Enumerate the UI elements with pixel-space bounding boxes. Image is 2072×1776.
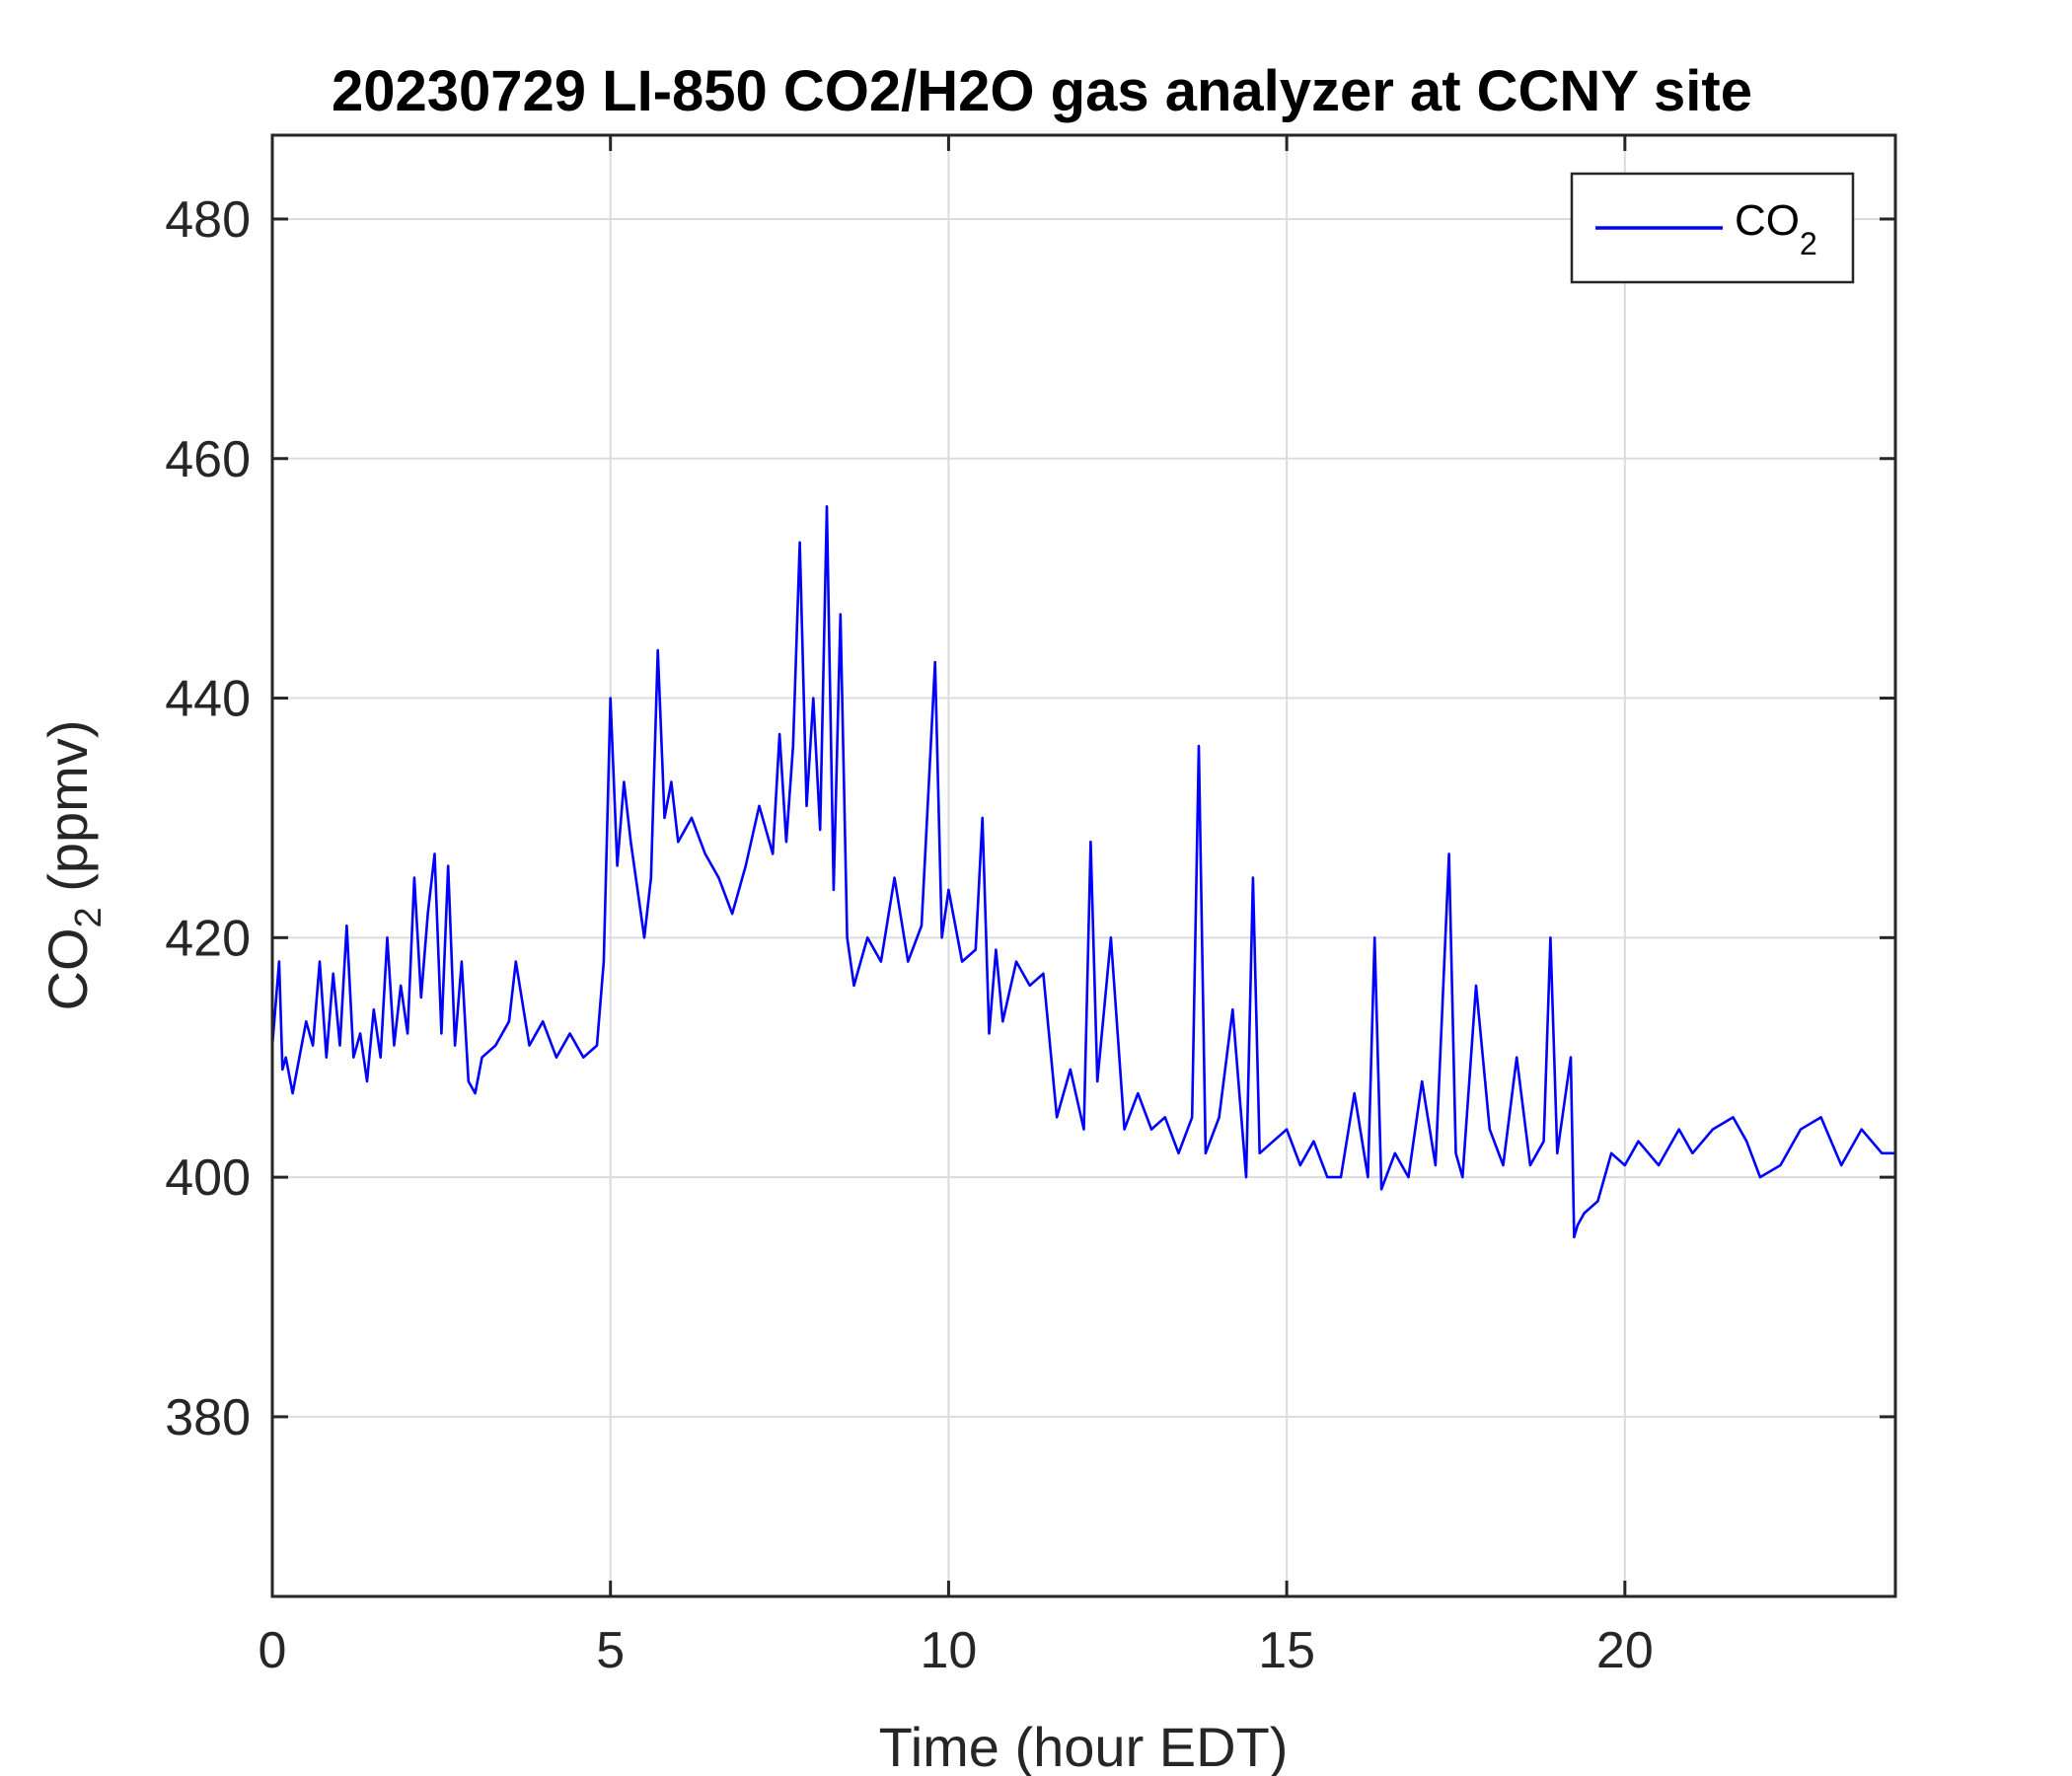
legend: CO2 [1570,172,1855,284]
y-axis-label-unit: (ppmv) [37,720,99,908]
x-tick-label: 0 [259,1622,287,1679]
y-axis-label-subscript: 2 [68,907,110,927]
y-tick-label: 380 [165,1389,251,1446]
series-line-0 [270,504,1895,1239]
y-tick-label: 440 [165,671,251,728]
y-tick-label: 420 [165,910,251,967]
y-tick-label: 400 [165,1149,251,1207]
chart-title: 20230729 LI-850 CO2/H2O gas analyzer at … [332,59,1752,123]
x-axis-label: Time (hour EDT) [879,1716,1289,1776]
axes-box [270,133,1897,1598]
legend-label-co2: CO2 [1735,196,1817,261]
y-axis-label-base: CO [37,927,99,1010]
y-tick-label: 480 [165,191,251,249]
plot-area [270,504,1895,1239]
y-axis-label: CO2 (ppmv) [37,720,110,1011]
x-tick-label: 5 [596,1622,625,1679]
y-tick-label: 460 [165,431,251,488]
x-tick-label: 15 [1258,1622,1315,1679]
x-tick-label: 20 [1596,1622,1654,1679]
grid-lines [271,135,1895,1596]
legend-label-subscript: 2 [1800,226,1817,261]
tick-labels: 0 5 10 15 20 380 400 420 440 460 480 [165,191,1654,1679]
axis-ticks [270,135,1895,1596]
legend-label-base: CO [1735,196,1800,245]
x-tick-label: 10 [920,1622,977,1679]
